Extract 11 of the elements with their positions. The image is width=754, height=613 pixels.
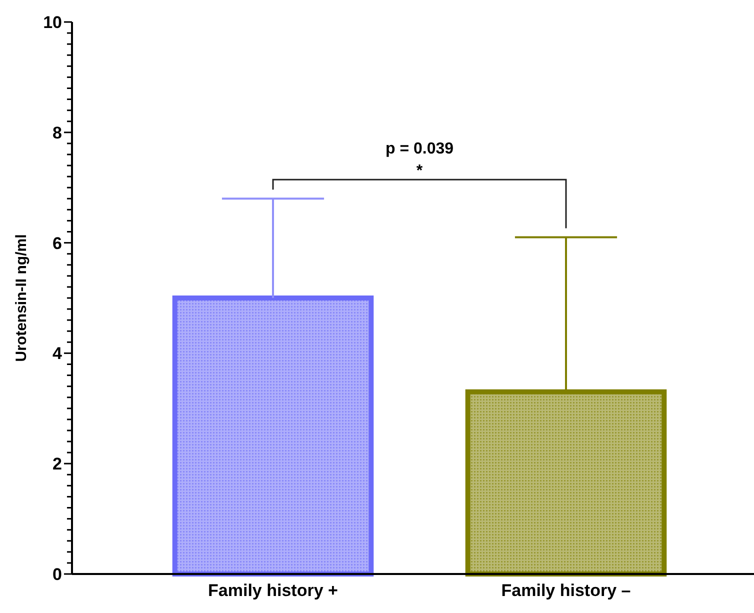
annotation: p = 0.039 xyxy=(385,140,454,158)
x-tick-label: Family history + xyxy=(208,581,338,600)
y-tick-label: 0 xyxy=(52,564,62,584)
y-tick-label: 8 xyxy=(52,123,62,142)
y-tick-label: 2 xyxy=(52,454,62,474)
y-tick-label: 6 xyxy=(52,234,62,253)
y-tick-label: 4 xyxy=(52,344,63,364)
annotation: * xyxy=(416,162,424,180)
y-tick-label: 10 xyxy=(43,12,62,32)
x-tick-label: Family history – xyxy=(501,581,631,600)
y-axis-title: Urotensin-II ng/ml xyxy=(13,234,30,362)
